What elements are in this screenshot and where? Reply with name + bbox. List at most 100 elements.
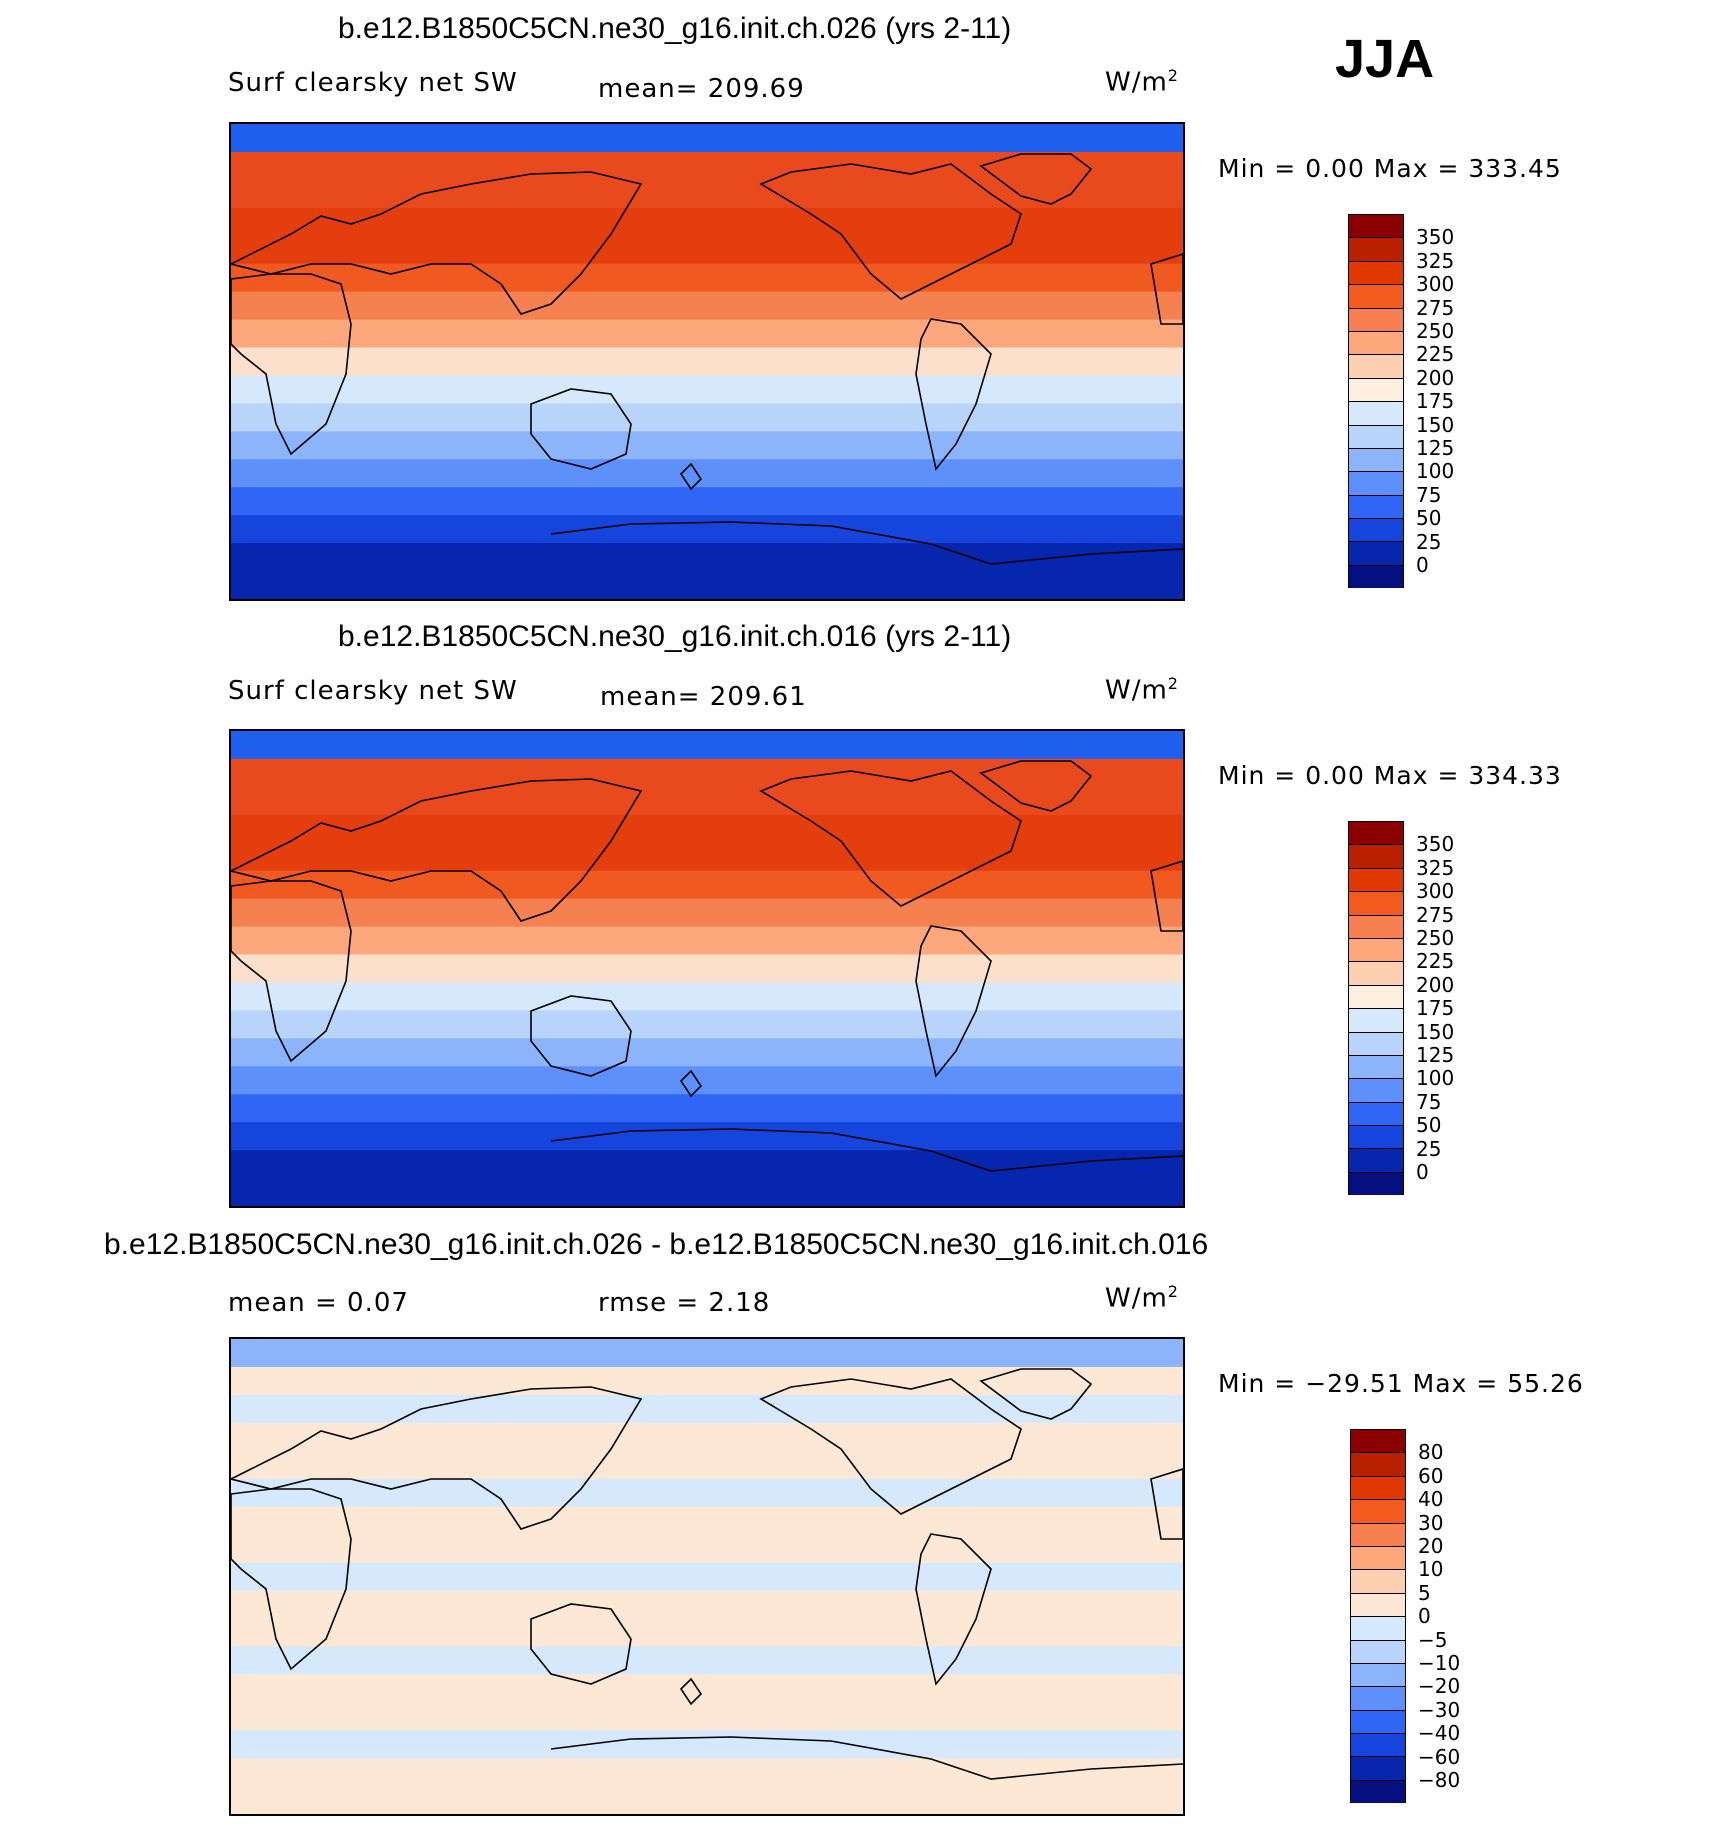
colorbar-label: −20 bbox=[1418, 1674, 1461, 1699]
colorbar-label: 275 bbox=[1416, 295, 1455, 320]
colorbar-swatch bbox=[1348, 541, 1404, 565]
colorbar-control: 350 325 300 275 250 225 200 175 150 125 100 75 50 25 0 bbox=[1348, 821, 1454, 1196]
colorbar-label: 25 bbox=[1416, 1136, 1442, 1161]
field-band bbox=[231, 319, 1183, 349]
coastline bbox=[915, 925, 992, 1078]
map-diff bbox=[229, 1337, 1185, 1816]
colorbar-swatch bbox=[1348, 1008, 1404, 1032]
field-band bbox=[231, 1590, 1183, 1620]
coastline bbox=[231, 273, 352, 456]
coastline bbox=[979, 760, 1093, 812]
mean-label: mean= 209.61 bbox=[600, 682, 807, 712]
map-control bbox=[229, 729, 1185, 1208]
colorbar-swatch bbox=[1348, 494, 1404, 519]
colorbar-swatch bbox=[1348, 260, 1404, 285]
field-band bbox=[231, 954, 1183, 984]
colorbar-label: 350 bbox=[1416, 225, 1455, 250]
colorbar-swatch bbox=[1350, 1499, 1406, 1523]
colorbar-label: 80 bbox=[1418, 1440, 1444, 1465]
coastline bbox=[550, 521, 1183, 565]
colorbar-swatch bbox=[1348, 377, 1404, 402]
field-band bbox=[231, 731, 1183, 760]
coastline bbox=[979, 153, 1093, 205]
colorbar-swatch bbox=[1348, 424, 1404, 448]
colorbar-label: 350 bbox=[1416, 832, 1455, 857]
field-band bbox=[231, 758, 1183, 788]
coastline bbox=[231, 171, 643, 315]
field-band bbox=[231, 1038, 1183, 1068]
colorbar-swatch bbox=[1350, 1779, 1406, 1804]
colorbar-label: 325 bbox=[1416, 855, 1455, 880]
colorbar-label: 150 bbox=[1416, 1019, 1455, 1044]
coastline bbox=[679, 1069, 703, 1098]
colorbar-label: 275 bbox=[1416, 902, 1455, 927]
units-base: W/m bbox=[1105, 1283, 1168, 1314]
field-band bbox=[231, 1506, 1183, 1536]
rmse-label: rmse = 2.18 bbox=[598, 1288, 771, 1318]
colorbar-label: 75 bbox=[1416, 1089, 1442, 1114]
colorbar-swatch bbox=[1350, 1592, 1406, 1617]
colorbar-label: 0 bbox=[1416, 553, 1429, 577]
colorbar-swatch bbox=[1350, 1545, 1406, 1570]
coastline bbox=[759, 1378, 1022, 1515]
colorbar-swatch bbox=[1350, 1733, 1406, 1757]
units-label: W/m2 bbox=[1105, 1282, 1179, 1314]
colorbar-label: 200 bbox=[1416, 972, 1455, 997]
field-band bbox=[231, 179, 1183, 209]
colorbar-case: 350 325 300 275 250 225 200 175 150 125 100 75 50 25 0 bbox=[1348, 214, 1454, 589]
field-band bbox=[231, 1618, 1183, 1648]
colorbar-swatch bbox=[1348, 1148, 1404, 1172]
variable-label: Surf clearsky net SW bbox=[228, 676, 518, 706]
coastline bbox=[550, 1128, 1183, 1172]
colorbar-swatch bbox=[1348, 330, 1404, 355]
colorbar-label: 225 bbox=[1416, 342, 1455, 367]
field-band bbox=[231, 1094, 1183, 1124]
coastline bbox=[231, 778, 643, 922]
min-max-label: Min = 0.00 Max = 334.33 bbox=[1218, 761, 1562, 790]
coastline bbox=[530, 1603, 632, 1685]
field-band bbox=[231, 291, 1183, 321]
field-band bbox=[231, 487, 1183, 517]
colorbar-label: 40 bbox=[1418, 1487, 1444, 1512]
colorbar-label: 5 bbox=[1418, 1580, 1431, 1605]
colorbar-swatch bbox=[1348, 961, 1404, 985]
min-max-label: Min = 0.00 Max = 333.45 bbox=[1218, 154, 1562, 183]
mean-label: mean = 0.07 bbox=[228, 1288, 409, 1318]
colorbar-swatch bbox=[1348, 447, 1404, 472]
coastline bbox=[1150, 860, 1183, 932]
colorbar-diff: 80 60 40 30 20 10 5 0 −5 −10 −20 −30 −40 −60 −80 bbox=[1350, 1429, 1460, 1804]
colorbar-swatch bbox=[1348, 284, 1404, 308]
colorbar-swatch bbox=[1350, 1475, 1406, 1500]
field-band bbox=[231, 898, 1183, 928]
map-field bbox=[231, 124, 1183, 599]
field-band bbox=[231, 375, 1183, 405]
colorbar-swatch bbox=[1350, 1709, 1406, 1734]
colorbar-label: 20 bbox=[1418, 1534, 1444, 1558]
field-band bbox=[231, 151, 1183, 181]
field-band bbox=[231, 1122, 1183, 1152]
field-band bbox=[231, 431, 1183, 461]
colorbar-label: 250 bbox=[1416, 319, 1455, 343]
field-band bbox=[231, 543, 1183, 573]
colorbar-swatch bbox=[1348, 354, 1404, 378]
coastline bbox=[679, 462, 703, 491]
field-band bbox=[231, 207, 1183, 237]
coastline bbox=[979, 1368, 1093, 1420]
field-band bbox=[231, 1702, 1183, 1732]
field-band bbox=[231, 926, 1183, 956]
colorbar-swatch bbox=[1348, 867, 1404, 892]
colorbar-label: −80 bbox=[1418, 1768, 1461, 1792]
colorbar-swatch bbox=[1350, 1452, 1406, 1476]
field-band bbox=[231, 1422, 1183, 1452]
map-field bbox=[231, 731, 1183, 1206]
panel-title: b.e12.B1850C5CN.ne30_g16.init.ch.026 - b… bbox=[104, 1228, 1209, 1261]
colorbar-label: 250 bbox=[1416, 926, 1455, 950]
coastline bbox=[915, 1533, 992, 1686]
colorbar-swatch bbox=[1350, 1639, 1406, 1663]
panel-title: b.e12.B1850C5CN.ne30_g16.init.ch.016 (yr… bbox=[338, 620, 1012, 653]
colorbar-swatch bbox=[1348, 1054, 1404, 1079]
field-band bbox=[231, 1758, 1183, 1788]
colorbar-label: −5 bbox=[1418, 1627, 1448, 1652]
colorbar-label: 0 bbox=[1418, 1604, 1431, 1629]
colorbar-swatch bbox=[1350, 1569, 1406, 1593]
